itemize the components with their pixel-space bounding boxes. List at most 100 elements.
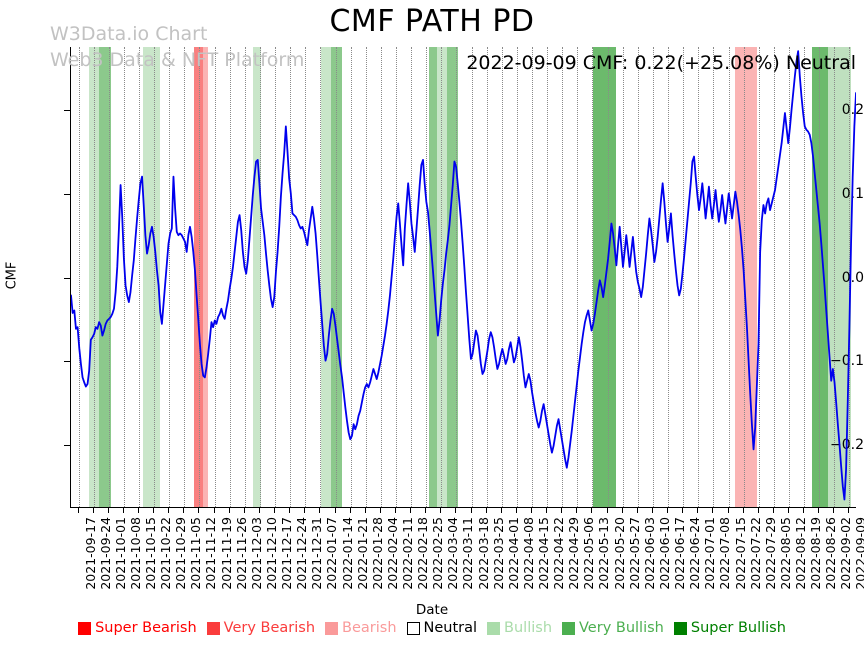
legend-item[interactable]: Bullish <box>487 620 552 636</box>
x-tick-label: 2022-01-07 <box>324 517 340 590</box>
x-tick-mark <box>833 508 835 513</box>
gridline <box>698 47 700 507</box>
legend-swatch-icon <box>487 621 501 635</box>
gridline <box>441 47 443 507</box>
gridline <box>804 47 806 507</box>
gridline <box>244 47 246 507</box>
x-tick-label: 2022-07-15 <box>732 517 748 590</box>
legend-label: Super Bearish <box>95 620 197 636</box>
gridline <box>229 47 231 507</box>
legend-item[interactable]: Very Bullish <box>562 620 664 636</box>
x-tick-label: 2022-01-21 <box>354 517 370 590</box>
x-tick-mark <box>334 508 336 513</box>
gridline <box>395 47 397 507</box>
x-tick-mark <box>168 508 170 513</box>
gridline <box>652 47 654 507</box>
gridline <box>773 47 775 507</box>
gridline <box>788 47 790 507</box>
y-tick-label: −0.1 <box>830 353 864 370</box>
gridline <box>184 47 186 507</box>
gridline <box>305 47 307 507</box>
x-tick-mark <box>122 508 124 513</box>
gridline <box>365 47 367 507</box>
x-tick-mark <box>848 508 850 513</box>
signal-band <box>253 47 262 507</box>
gridline <box>335 47 337 507</box>
x-tick-label: 2021-11-12 <box>203 517 219 590</box>
y-tick-label: 0.2 <box>841 101 864 118</box>
signal-band <box>99 47 112 507</box>
x-tick-mark <box>138 508 140 513</box>
x-tick-label: 2022-04-08 <box>520 517 536 590</box>
x-tick-mark <box>77 508 79 513</box>
legend-item[interactable]: Bearish <box>325 620 397 636</box>
legend-label: Bearish <box>342 620 397 636</box>
signal-band <box>331 47 343 507</box>
legend-swatch-icon <box>206 621 220 635</box>
x-tick-label: 2021-09-24 <box>97 517 113 590</box>
gridline <box>411 47 413 507</box>
x-tick-mark <box>379 508 381 513</box>
y-tick-mark <box>64 109 70 111</box>
x-tick-label: 2021-10-22 <box>158 517 174 590</box>
legend-item[interactable]: Super Bullish <box>673 620 786 636</box>
x-tick-label: 2022-06-24 <box>687 517 703 590</box>
x-tick-mark <box>213 508 215 513</box>
gridline <box>713 47 715 507</box>
x-tick-mark <box>394 508 396 513</box>
x-tick-mark <box>621 508 623 513</box>
gridline <box>214 47 216 507</box>
x-tick-label: 2022-02-11 <box>399 517 415 590</box>
x-axis-label: Date <box>415 602 449 618</box>
x-tick-label: 2021-10-08 <box>127 517 143 590</box>
x-tick-label: 2022-03-04 <box>445 517 461 590</box>
x-tick-mark <box>818 508 820 513</box>
x-tick-mark <box>92 508 94 513</box>
x-tick-mark <box>274 508 276 513</box>
x-tick-mark <box>697 508 699 513</box>
x-tick-label: 2021-12-03 <box>248 517 264 590</box>
x-tick-label: 2022-02-04 <box>384 517 400 590</box>
x-tick-mark <box>651 508 653 513</box>
x-tick-label: 2022-02-18 <box>415 517 431 590</box>
x-tick-mark <box>727 508 729 513</box>
x-tick-label: 2022-03-11 <box>460 517 476 590</box>
gridline <box>380 47 382 507</box>
x-tick-label: 2022-04-29 <box>566 517 582 590</box>
x-tick-mark <box>440 508 442 513</box>
x-tick-mark <box>591 508 593 513</box>
x-tick-label: 2022-04-22 <box>551 517 567 590</box>
gridline <box>259 47 261 507</box>
gridline <box>834 47 836 507</box>
gridline <box>501 47 503 507</box>
x-tick-label: 2022-07-08 <box>717 517 733 590</box>
gridline <box>486 47 488 507</box>
legend-swatch-icon <box>562 621 576 635</box>
gridline <box>154 47 156 507</box>
gridline <box>637 47 639 507</box>
gridline <box>547 47 549 507</box>
x-tick-mark <box>470 508 472 513</box>
legend-item[interactable]: Very Bearish <box>206 620 315 636</box>
x-tick-mark <box>515 508 517 513</box>
x-tick-label: 2021-12-17 <box>279 517 295 590</box>
gridline <box>622 47 624 507</box>
legend-item[interactable]: Neutral <box>406 620 477 636</box>
x-tick-mark <box>198 508 200 513</box>
legend-item[interactable]: Super Bearish <box>78 620 197 636</box>
x-tick-label: 2022-09-02 <box>838 517 854 590</box>
x-tick-label: 2021-11-19 <box>218 517 234 590</box>
x-tick-label: 2022-06-17 <box>672 517 688 590</box>
gridline <box>320 47 322 507</box>
signal-band <box>203 47 208 507</box>
x-tick-label: 2022-05-13 <box>596 517 612 590</box>
signal-band <box>592 47 617 507</box>
legend-label: Very Bullish <box>579 620 664 636</box>
y-tick-mark <box>64 445 70 447</box>
y-tick-mark <box>64 277 70 279</box>
signal-band <box>320 47 332 507</box>
x-tick-label: 2022-04-15 <box>536 517 552 590</box>
x-tick-label: 2022-07-01 <box>702 517 718 590</box>
x-tick-mark <box>531 508 533 513</box>
